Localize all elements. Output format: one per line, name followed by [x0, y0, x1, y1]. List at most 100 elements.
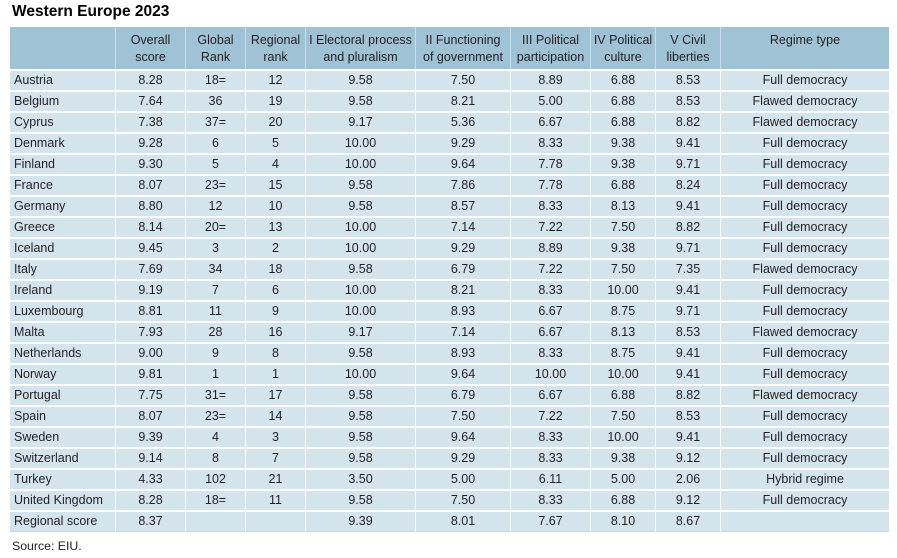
cell-regime_type: Full democracy: [720, 407, 889, 426]
cell-political_participation: 7.22: [510, 407, 590, 426]
cell-electoral_process: 10.00: [305, 281, 415, 300]
cell-political_participation: 8.33: [510, 449, 590, 468]
cell-political_culture: 9.38: [590, 155, 655, 174]
cell-regional_rank: 16: [245, 323, 305, 342]
cell-country: Portugal: [10, 386, 115, 405]
table-row: United Kingdom 8.28 18= 11 9.58 7.50 8.33 6.88 9…: [10, 491, 889, 510]
cell-regional_rank: 14: [245, 407, 305, 426]
cell-electoral_process: 9.58: [305, 260, 415, 279]
cell-overall_score: 9.45: [115, 239, 185, 258]
cell-regional_rank: 1: [245, 365, 305, 384]
cell-electoral_process: 9.39: [305, 512, 415, 532]
cell-civil_liberties: 9.41: [655, 134, 720, 153]
cell-political_participation: 8.33: [510, 134, 590, 153]
cell-regional_rank: 4: [245, 155, 305, 174]
cell-global_rank: 11: [185, 302, 245, 321]
page-title: Western Europe 2023: [12, 3, 170, 20]
cell-political_participation: 8.33: [510, 491, 590, 510]
cell-political_culture: 6.88: [590, 71, 655, 90]
cell-overall_score: 7.38: [115, 113, 185, 132]
table-row: Norway 9.81 1 1 10.00 9.64 10.00 10.00 9.41 Full …: [10, 365, 889, 384]
cell-regional_rank: 5: [245, 134, 305, 153]
cell-overall_score: 8.37: [115, 512, 185, 532]
cell-political_culture: 5.00: [590, 470, 655, 489]
cell-regional_rank: 6: [245, 281, 305, 300]
column-header-global-rank: Global Rank: [185, 27, 245, 69]
cell-overall_score: 9.14: [115, 449, 185, 468]
cell-electoral_process: 9.17: [305, 113, 415, 132]
cell-civil_liberties: 9.12: [655, 449, 720, 468]
cell-functioning_of_government: 5.00: [415, 470, 510, 489]
cell-country: Cyprus: [10, 113, 115, 132]
cell-country: Denmark: [10, 134, 115, 153]
cell-electoral_process: 9.58: [305, 386, 415, 405]
table-row: Denmark 9.28 6 5 10.00 9.29 8.33 9.38 9.41 Full d…: [10, 134, 889, 153]
cell-political_culture: 6.88: [590, 176, 655, 195]
cell-functioning_of_government: 5.36: [415, 113, 510, 132]
cell-regime_type: Full democracy: [720, 155, 889, 174]
cell-functioning_of_government: 6.79: [415, 386, 510, 405]
cell-political_participation: 7.67: [510, 512, 590, 532]
table-row: Luxembourg 8.81 11 9 10.00 8.93 6.67 8.75 9.71 Fu…: [10, 302, 889, 321]
cell-global_rank: 8: [185, 449, 245, 468]
cell-civil_liberties: 8.53: [655, 92, 720, 111]
cell-country: Malta: [10, 323, 115, 342]
cell-civil_liberties: 7.35: [655, 260, 720, 279]
cell-electoral_process: 9.58: [305, 344, 415, 363]
cell-functioning_of_government: 9.64: [415, 365, 510, 384]
cell-civil_liberties: 9.41: [655, 281, 720, 300]
cell-regional_rank: 7: [245, 449, 305, 468]
column-header-regional-rank: Regional rank: [245, 27, 305, 69]
table-row: Iceland 9.45 3 2 10.00 9.29 8.89 9.38 9.71 Full d…: [10, 239, 889, 258]
cell-political_culture: 8.10: [590, 512, 655, 532]
cell-functioning_of_government: 8.21: [415, 281, 510, 300]
cell-electoral_process: 9.58: [305, 407, 415, 426]
column-header-electoral-process: I Electoral process and pluralism: [305, 27, 415, 69]
cell-overall_score: 9.81: [115, 365, 185, 384]
cell-global_rank: 9: [185, 344, 245, 363]
table-row: France 8.07 23= 15 9.58 7.86 7.78 6.88 8.24 Full …: [10, 176, 889, 195]
cell-political_culture: 10.00: [590, 428, 655, 447]
cell-global_rank: 102: [185, 470, 245, 489]
table-row: Turkey 4.33 102 21 3.50 5.00 6.11 5.00 2.06 Hybri…: [10, 470, 889, 489]
cell-electoral_process: 10.00: [305, 218, 415, 237]
table-row: Spain 8.07 23= 14 9.58 7.50 7.22 7.50 8.53 Full d…: [10, 407, 889, 426]
cell-electoral_process: 9.58: [305, 428, 415, 447]
cell-civil_liberties: 8.53: [655, 323, 720, 342]
cell-functioning_of_government: 9.64: [415, 155, 510, 174]
cell-political_participation: 6.67: [510, 113, 590, 132]
cell-functioning_of_government: 6.79: [415, 260, 510, 279]
cell-political_culture: 8.13: [590, 323, 655, 342]
cell-global_rank: 28: [185, 323, 245, 342]
cell-electoral_process: 10.00: [305, 365, 415, 384]
table-row: Malta 7.93 28 16 9.17 7.14 6.67 8.13 8.53 Flawed …: [10, 323, 889, 342]
cell-regional_rank: 21: [245, 470, 305, 489]
column-header-civil-liberties: V Civil liberties: [655, 27, 720, 69]
cell-civil_liberties: 9.71: [655, 239, 720, 258]
cell-functioning_of_government: 9.29: [415, 239, 510, 258]
cell-political_participation: 7.78: [510, 176, 590, 195]
cell-functioning_of_government: 8.93: [415, 344, 510, 363]
cell-civil_liberties: 9.12: [655, 491, 720, 510]
cell-country: Netherlands: [10, 344, 115, 363]
cell-regional_rank: 11: [245, 491, 305, 510]
cell-regional_rank: 15: [245, 176, 305, 195]
cell-country: Iceland: [10, 239, 115, 258]
cell-political_culture: 6.88: [590, 113, 655, 132]
cell-regional_rank: 12: [245, 71, 305, 90]
cell-civil_liberties: 8.82: [655, 113, 720, 132]
cell-country: Switzerland: [10, 449, 115, 468]
cell-functioning_of_government: 8.57: [415, 197, 510, 216]
cell-political_participation: 8.33: [510, 197, 590, 216]
cell-regional_rank: 18: [245, 260, 305, 279]
cell-political_culture: 9.38: [590, 134, 655, 153]
cell-civil_liberties: 9.41: [655, 197, 720, 216]
cell-civil_liberties: 8.82: [655, 386, 720, 405]
cell-electoral_process: 3.50: [305, 470, 415, 489]
cell-political_participation: 7.22: [510, 218, 590, 237]
cell-functioning_of_government: 8.01: [415, 512, 510, 532]
cell-global_rank: 18=: [185, 71, 245, 90]
table-row: Austria 8.28 18= 12 9.58 7.50 8.89 6.88 8.53 Full…: [10, 71, 889, 90]
cell-political_participation: 5.00: [510, 92, 590, 111]
cell-regime_type: Full democracy: [720, 302, 889, 321]
